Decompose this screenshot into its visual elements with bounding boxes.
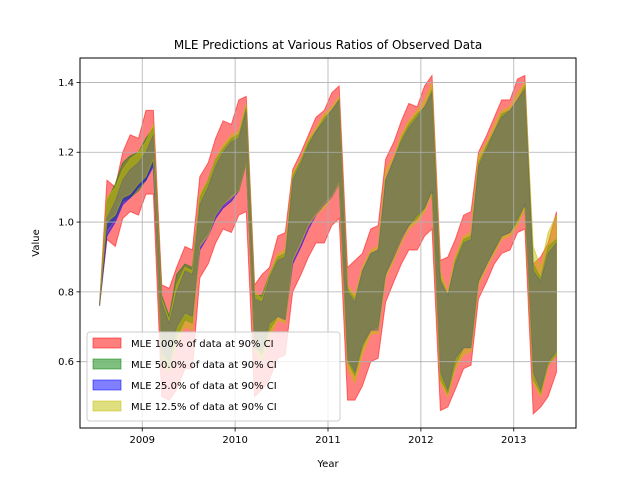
y-axis-ticks: 0.6 0.8 1.0 1.2 1.4 xyxy=(58,78,80,368)
legend-swatch-12-5 xyxy=(92,400,122,412)
x-axis-label: Year xyxy=(316,459,339,470)
x-tick-label-3: 2012 xyxy=(408,435,433,446)
confidence-bands xyxy=(99,73,557,416)
y-tick-label-0: 0.6 xyxy=(58,357,74,368)
x-axis-ticks: 2009 2010 2011 2012 2013 xyxy=(130,428,526,446)
legend-label-100: MLE 100% of data at 90% CI xyxy=(131,339,274,350)
y-tick-label-4: 1.4 xyxy=(58,78,74,89)
x-tick-label-2: 2011 xyxy=(315,435,340,446)
legend-swatch-50 xyxy=(92,358,122,370)
plot-area: 2009 2010 2011 2012 2013 0.6 0.8 1.0 1.2 1.4 xyxy=(58,57,577,446)
x-tick-label-1: 2010 xyxy=(222,435,247,446)
legend-swatch-100 xyxy=(92,337,122,349)
legend-label-50: MLE 50.0% of data at 90% CI xyxy=(131,360,277,371)
legend-label-12-5: MLE 12.5% of data at 90% CI xyxy=(131,402,277,413)
legend-swatch-25 xyxy=(92,379,122,391)
ci-band-series-3 xyxy=(99,80,557,398)
x-tick-label-0: 2009 xyxy=(130,435,155,446)
legend: MLE 100% of data at 90% CI MLE 50.0% of … xyxy=(86,331,341,422)
y-tick-label-1: 0.8 xyxy=(58,287,74,298)
y-axis-label: Value xyxy=(31,229,42,256)
y-tick-label-2: 1.0 xyxy=(58,218,74,229)
legend-label-25: MLE 25.0% of data at 90% CI xyxy=(131,381,277,392)
y-tick-label-3: 1.2 xyxy=(58,148,74,159)
x-tick-label-4: 2013 xyxy=(501,435,526,446)
chart-title: MLE Predictions at Various Ratios of Obs… xyxy=(174,38,482,52)
legend-box xyxy=(86,331,341,422)
